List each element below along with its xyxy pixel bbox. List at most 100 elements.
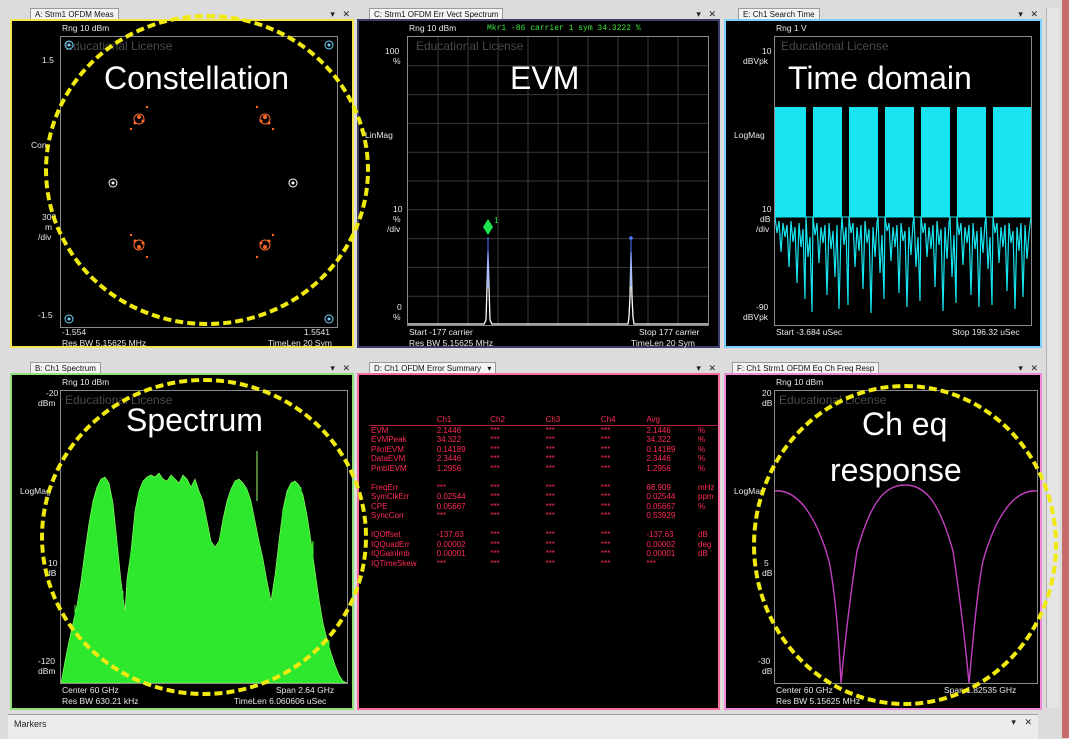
evm-trace: [408, 37, 708, 325]
y-axis-top-label: -20: [46, 388, 59, 398]
range-label: Rng 1 V: [776, 23, 807, 33]
column-header-ch3: Ch3: [543, 415, 599, 426]
close-icon[interactable]: ✕: [708, 9, 716, 19]
metric-name: EVMPeak: [371, 435, 407, 445]
metric-unit: %: [698, 463, 706, 473]
metric-unit: ppm: [698, 492, 714, 502]
caret-down-icon[interactable]: ▾: [487, 364, 492, 373]
y-scale-div: /div: [387, 224, 401, 234]
y-scale-div: /div: [756, 224, 770, 234]
metric-value: ***: [600, 435, 611, 445]
metric-unit: [696, 559, 718, 569]
right-edge-bar: [1062, 0, 1069, 738]
right-scrollbar[interactable]: [1046, 8, 1059, 708]
metric-value: ***: [545, 454, 555, 464]
close-icon[interactable]: ✕: [708, 363, 716, 373]
tab-time-domain[interactable]: E: Ch1 Search Time: [738, 8, 820, 21]
metric-value: ***: [490, 530, 500, 540]
y-axis-top-label: 1.5: [42, 55, 54, 65]
minimize-icon[interactable]: ▾: [1018, 9, 1023, 19]
metric-name: IQTimeSkew: [371, 558, 417, 568]
y-axis-mode-label: Con: [31, 140, 47, 150]
metric-unit: %: [698, 425, 706, 435]
metric-value: ***: [490, 435, 500, 445]
constellation-highlight-ellipse: [44, 14, 370, 326]
metric-value: 2.3446: [436, 454, 462, 464]
minimize-icon[interactable]: ▾: [696, 363, 701, 373]
stop-label: Stop 196.32 uSec: [952, 327, 1020, 337]
tab-constellation[interactable]: A: Strm1 OFDM Meas: [30, 8, 119, 21]
minimize-icon[interactable]: ▾: [330, 363, 335, 373]
metric-value: ***: [490, 425, 500, 435]
metric-value: ***: [545, 511, 555, 521]
metric-name: IQGainImb: [371, 549, 410, 559]
metric-value: ***: [490, 558, 500, 568]
y-axis-bottom-unit: %: [393, 312, 401, 322]
markers-panel: Markers ▾ ✕: [8, 714, 1038, 739]
license-watermark: Educational License: [781, 39, 889, 53]
res-bw-label: Res BW 630.21 kHz: [62, 696, 139, 706]
minimize-icon[interactable]: ▾: [330, 9, 335, 19]
table-row: SyncCorr *** *** *** *** 0.53929: [369, 511, 718, 521]
tab-error-summary[interactable]: D: Ch1 OFDM Error Summary ▾: [369, 362, 497, 375]
metric-value: 68.909: [646, 482, 671, 492]
minimize-icon[interactable]: ▾: [696, 9, 701, 19]
metric-value: ***: [545, 444, 555, 454]
y-axis-bottom-label: 0: [397, 302, 402, 312]
minimize-icon[interactable]: ▾: [1018, 363, 1023, 373]
table-row: EVM 2.1446 *** *** *** 2.1446%: [369, 425, 718, 435]
timelen-label: TimeLen 6.060606 uSec: [234, 696, 327, 706]
y-scale-div-label: /div: [38, 232, 52, 242]
close-icon[interactable]: ✕: [342, 363, 350, 373]
metric-value: ***: [600, 492, 611, 502]
close-icon[interactable]: ✕: [342, 9, 350, 19]
metric-name: FreqErr: [371, 482, 399, 492]
metric-unit: deg: [698, 539, 712, 549]
tab-ch-eq-response[interactable]: F: Ch1 Strm1 OFDM Eq Ch Freq Resp: [732, 362, 880, 375]
metric-value: ***: [490, 454, 500, 464]
time-domain-plot[interactable]: Educational License: [774, 36, 1032, 326]
metric-value: ***: [545, 501, 555, 511]
metric-value: 0.00002: [436, 539, 466, 549]
metric-unit: %: [698, 444, 706, 454]
stop-label: Stop 177 carrier: [639, 327, 700, 337]
markers-title[interactable]: Markers: [14, 719, 47, 729]
constellation-annotation: Constellation: [104, 60, 289, 96]
metric-value: ***: [545, 463, 555, 473]
tab-error-summary-label: D: Ch1 OFDM Error Summary: [374, 364, 482, 373]
y-scale-label: 10: [762, 204, 772, 214]
metric-value: ***: [490, 511, 500, 521]
summary-window: Ch1 Ch2 Ch3 Ch4 Avg EVM 2.1446 *** *** *** 2.…: [357, 373, 720, 710]
error-summary-body: EVM 2.1446 *** *** *** 2.1446% EVMPeak 34.322 **…: [369, 425, 718, 568]
metric-value: ***: [545, 558, 555, 568]
table-row: IQGainImb 0.00001 *** *** *** 0.00001 dB: [369, 549, 718, 559]
y-axis-bottom-label: -30: [758, 656, 771, 666]
tab-spectrum[interactable]: B: Ch1 Spectrum: [30, 362, 101, 375]
close-icon[interactable]: ✕: [1030, 363, 1038, 373]
metric-value: ***: [490, 482, 500, 492]
evm-plot[interactable]: Educational License 1: [407, 36, 709, 326]
y-axis-bottom-unit: dB: [762, 666, 773, 676]
metric-unit: dB: [698, 530, 708, 540]
y-axis-top-label: 100: [385, 46, 400, 56]
column-header-unit: [696, 415, 718, 426]
y-axis-bottom-label: -90: [756, 302, 769, 312]
metric-value: ***: [545, 539, 555, 549]
tab-evm[interactable]: C: Strm1 OFDM Err Vect Spectrum: [369, 8, 504, 21]
metric-value: 2.1446: [436, 425, 462, 435]
y-axis-mode-label: LinMag: [365, 130, 393, 140]
metric-name: IQOffset: [371, 530, 401, 540]
close-icon[interactable]: ✕: [1024, 717, 1032, 727]
minimize-icon[interactable]: ▾: [1011, 717, 1016, 727]
table-row: IQTimeSkew *** *** *** *** ***: [369, 559, 718, 569]
metric-value: ***: [600, 501, 611, 511]
table-row: SymClkErr 0.02544 *** *** *** 0.02544 ppm: [369, 492, 718, 502]
y-axis-top-label: 20: [762, 388, 772, 398]
metric-name: PmblEVM: [371, 463, 407, 473]
license-watermark: Educational License: [416, 39, 524, 53]
column-header-avg: Avg: [644, 415, 696, 426]
start-label: Start -177 carrier: [409, 327, 473, 337]
metric-value: ***: [490, 444, 500, 454]
span-label: Span 2.64 GHz: [276, 685, 335, 695]
close-icon[interactable]: ✕: [1030, 9, 1038, 19]
